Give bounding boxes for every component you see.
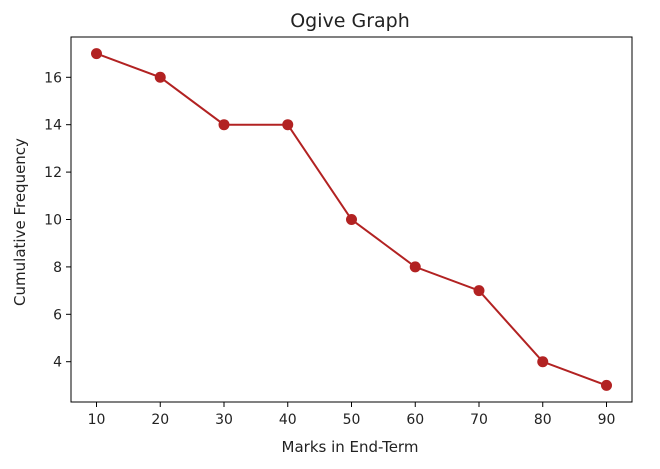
y-tick-label: 12	[44, 165, 62, 181]
data-point	[473, 285, 485, 297]
data-point	[91, 48, 102, 60]
data-point	[218, 119, 230, 131]
data-point	[346, 214, 357, 225]
data-point	[537, 356, 549, 368]
y-tick-label: 10	[44, 213, 62, 229]
y-axis-label: Cumulative Frequency	[11, 138, 29, 306]
x-axis-label: Marks in End-Term	[282, 438, 419, 456]
y-tick-label: 6	[53, 307, 62, 323]
x-tick-label: 30	[215, 412, 233, 428]
x-tick-label: 40	[279, 412, 297, 428]
x-tick-label: 10	[88, 412, 106, 428]
chart-title: Ogive Graph	[290, 10, 410, 32]
data-point	[409, 261, 421, 273]
data-point	[601, 379, 612, 391]
x-tick-label: 80	[534, 412, 552, 428]
x-tick-label: 70	[470, 412, 488, 428]
x-tick-label: 50	[343, 412, 361, 428]
y-tick-label: 16	[44, 70, 62, 86]
plot-area: 10 20 30 40 50 60 70 80 90 4 6 8 10 12 14 16	[44, 36, 633, 428]
data-point	[282, 119, 294, 131]
y-tick-label: 14	[44, 118, 62, 134]
y-tick-label: 4	[53, 355, 62, 371]
y-tick-label: 8	[53, 260, 62, 276]
x-tick-label: 90	[598, 412, 616, 428]
data-point	[154, 71, 166, 83]
x-tick-label: 60	[406, 412, 424, 428]
x-tick-label: 20	[151, 412, 169, 428]
